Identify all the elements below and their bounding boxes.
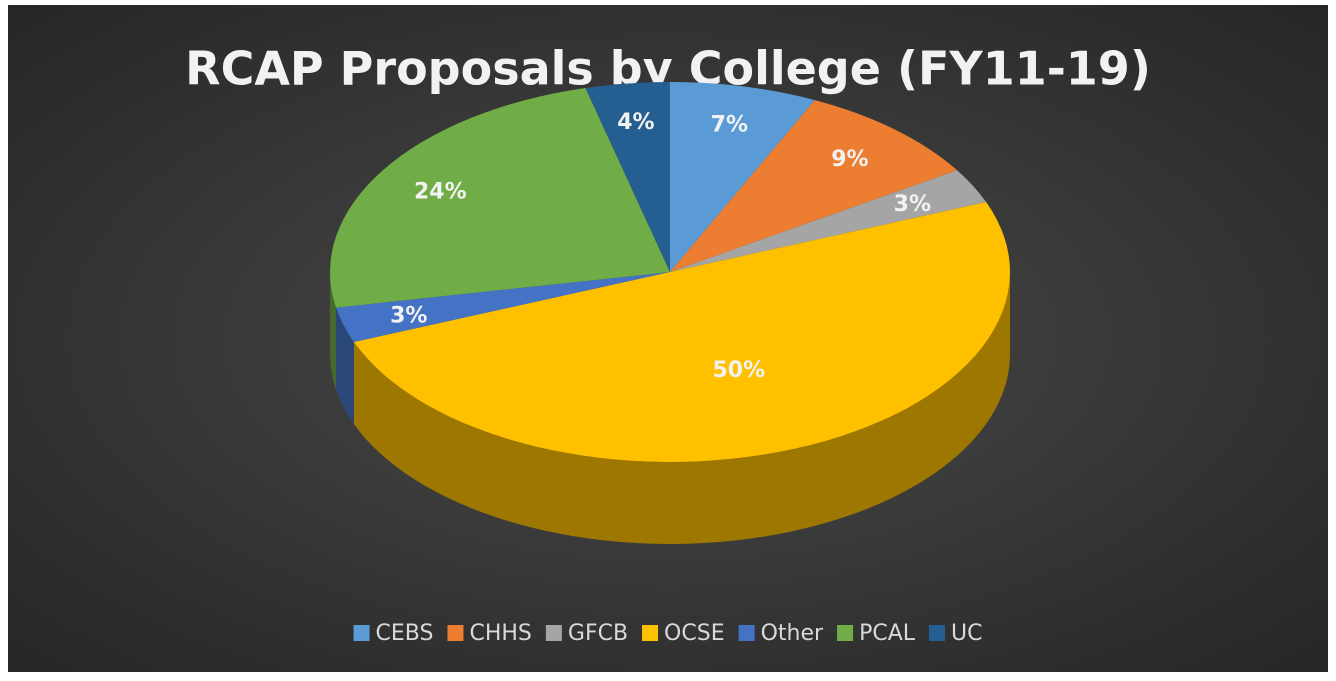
slice [330, 87, 670, 308]
slice [336, 272, 670, 342]
slice [670, 100, 958, 273]
legend-swatch [353, 625, 370, 641]
legend-swatch [642, 625, 659, 641]
slice [585, 82, 670, 272]
legend-swatch [929, 625, 945, 641]
legend-label: PCAL [859, 621, 916, 646]
slice-side [353, 272, 1011, 544]
data-label: 24% [414, 180, 467, 205]
slice-side [336, 307, 354, 424]
data-label: 3% [390, 303, 427, 328]
legend-label: OCSE [664, 621, 725, 646]
data-label: 50% [713, 358, 766, 383]
legend-label: UC [951, 621, 982, 646]
legend-label: CEBS [376, 621, 434, 646]
slice [670, 170, 987, 272]
legend-label: GFCB [568, 621, 628, 646]
data-label: 3% [894, 192, 931, 217]
slice [670, 82, 815, 272]
slice-side [330, 272, 337, 390]
data-label: 4% [617, 110, 654, 135]
legend-swatch [837, 625, 854, 641]
legend-label: Other [761, 621, 824, 646]
data-label: 7% [711, 113, 748, 138]
data-label: 9% [831, 147, 868, 172]
legend-swatch [738, 625, 755, 641]
legend-swatch [447, 625, 464, 641]
legend-label: CHHS [469, 621, 531, 646]
slice [353, 202, 1011, 462]
legend-swatch [545, 625, 562, 641]
